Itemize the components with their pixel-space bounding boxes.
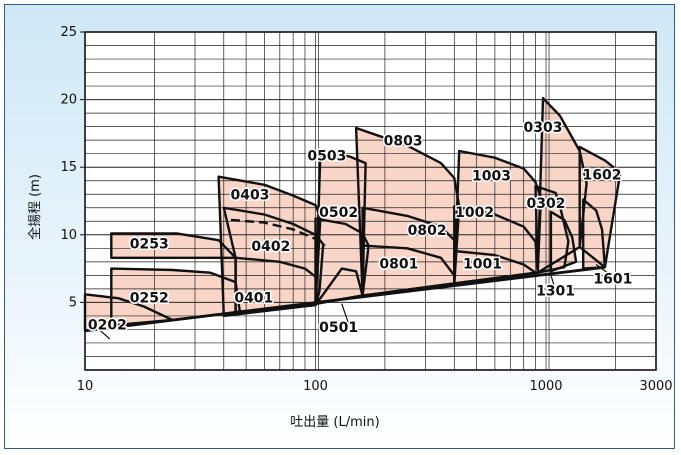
region-label-0402: 0402	[251, 239, 290, 255]
region-fill-1003	[454, 151, 541, 284]
outlines-layer	[83, 96, 622, 340]
region-label-0202: 0202	[88, 317, 127, 333]
region-label-0252: 0252	[130, 290, 169, 306]
leader-line	[94, 324, 111, 340]
x-tick-label: 3000	[639, 379, 672, 394]
region-outline-1003	[453, 149, 543, 285]
region-label-0801: 0801	[379, 257, 418, 273]
regions-layer	[85, 32, 656, 370]
y-tick-label: 15	[60, 160, 77, 175]
region-outline-1601	[582, 198, 607, 270]
region-fill-0803	[356, 128, 460, 296]
x-axis-label: 吐出量 (L/min)	[290, 415, 379, 430]
y-tick-label: 20	[60, 93, 77, 108]
leader-line	[341, 303, 350, 326]
chart-frame: 0202 0252 0253 0401 0402 0403 0501 0502 0503 0801…	[4, 4, 675, 449]
region-fill-0503	[315, 152, 366, 304]
leader-line	[550, 275, 557, 291]
dashed-curve	[230, 218, 326, 247]
baseline-curve	[84, 265, 606, 333]
region-fill-1602	[579, 146, 621, 268]
leader-line	[595, 264, 614, 278]
x-tick-label: 100	[303, 379, 328, 394]
region-outline-0252	[110, 267, 242, 327]
region-label-1001: 1001	[463, 257, 502, 273]
y-tick-label: 5	[69, 295, 77, 310]
x-tick-label: 1000	[529, 379, 562, 394]
y-tick-label: 10	[60, 228, 77, 243]
region-label-0501: 0501	[319, 320, 358, 336]
axes-layer: 5 10 15 20 25 10 100 1000 3000	[60, 25, 672, 394]
y-tick-label: 25	[60, 25, 77, 40]
region-label-0253: 0253	[130, 236, 169, 252]
region-outline-1301	[549, 210, 578, 273]
region-label-1301: 1301	[536, 284, 575, 300]
x-tick-label: 10	[77, 379, 94, 394]
region-label-0303: 0303	[523, 120, 562, 136]
region-label-0802: 0802	[408, 223, 447, 239]
region-outline-0503	[314, 151, 367, 305]
region-outline-0303	[536, 96, 588, 274]
region-label-0803: 0803	[384, 134, 423, 150]
region-label-1602: 1602	[583, 167, 622, 183]
region-label-0503: 0503	[307, 148, 346, 164]
region-label-1003: 1003	[472, 169, 511, 185]
plot-border	[84, 31, 657, 371]
region-outline-0402	[222, 206, 325, 314]
region-outline-0253	[110, 232, 237, 260]
region-label-0502: 0502	[319, 205, 358, 221]
region-outline-1602	[578, 145, 622, 269]
y-axis-label: 全揚程 (m)	[27, 174, 43, 240]
region-fill-0253	[111, 233, 236, 258]
grid-layer	[85, 32, 656, 370]
region-label-0302: 0302	[527, 196, 566, 212]
region-label-1601: 1601	[593, 271, 632, 287]
region-fill-1301	[550, 211, 577, 272]
region-fill-0252	[111, 268, 240, 326]
region-label-1002: 1002	[455, 205, 494, 221]
region-label-0403: 0403	[231, 188, 270, 204]
region-label-0401: 0401	[234, 290, 273, 306]
